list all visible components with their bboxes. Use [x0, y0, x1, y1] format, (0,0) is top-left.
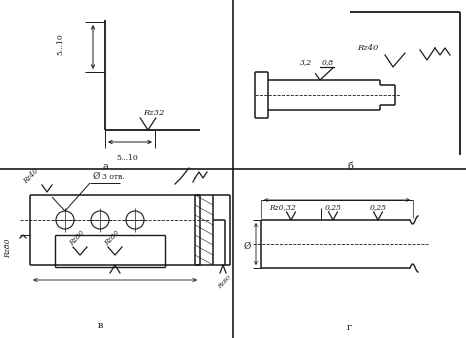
Text: а: а [102, 162, 108, 171]
Text: Rz80: Rz80 [217, 275, 232, 290]
Text: 0,25: 0,25 [370, 203, 387, 211]
Text: Ø: Ø [243, 241, 251, 250]
Text: г: г [346, 323, 351, 332]
Text: 3 отв.: 3 отв. [102, 173, 125, 181]
Text: 0,8: 0,8 [322, 58, 334, 66]
Text: Rz32: Rz32 [143, 109, 164, 117]
Text: 5...10: 5...10 [56, 33, 64, 55]
Text: Rz80: Rz80 [68, 228, 86, 247]
Text: 0,25: 0,25 [325, 203, 342, 211]
Text: Rz40: Rz40 [22, 167, 41, 185]
Text: Ø: Ø [93, 172, 100, 181]
Text: Rz80: Rz80 [4, 238, 12, 258]
Text: 3,2: 3,2 [300, 58, 312, 66]
Text: Rz80: Rz80 [103, 228, 121, 247]
Text: б: б [347, 162, 353, 171]
Text: Rz40: Rz40 [357, 44, 378, 52]
Text: в: в [97, 321, 103, 330]
Text: 5...10: 5...10 [116, 154, 138, 162]
Text: Rz0,32: Rz0,32 [269, 203, 296, 211]
